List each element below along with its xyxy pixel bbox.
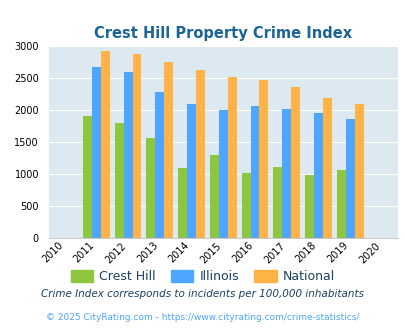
Bar xyxy=(305,175,313,238)
Bar xyxy=(124,72,132,238)
Bar xyxy=(178,168,187,238)
Text: Crime Index corresponds to incidents per 100,000 inhabitants: Crime Index corresponds to incidents per… xyxy=(41,289,364,299)
Bar xyxy=(92,67,100,238)
Bar xyxy=(187,104,196,238)
Bar xyxy=(290,87,299,238)
Bar xyxy=(322,98,331,238)
Bar xyxy=(250,106,259,238)
Title: Crest Hill Property Crime Index: Crest Hill Property Crime Index xyxy=(94,26,352,41)
Text: © 2025 CityRating.com - https://www.cityrating.com/crime-statistics/: © 2025 CityRating.com - https://www.city… xyxy=(46,313,359,322)
Bar xyxy=(227,78,236,238)
Bar xyxy=(259,80,268,238)
Bar xyxy=(132,54,141,238)
Bar xyxy=(345,119,354,238)
Bar xyxy=(155,92,164,238)
Bar xyxy=(273,167,281,238)
Bar xyxy=(196,70,205,238)
Bar xyxy=(218,110,227,238)
Bar xyxy=(209,155,218,238)
Bar xyxy=(313,113,322,238)
Legend: Crest Hill, Illinois, National: Crest Hill, Illinois, National xyxy=(66,265,339,288)
Bar xyxy=(336,170,345,238)
Bar xyxy=(354,104,363,238)
Bar xyxy=(83,116,92,238)
Bar xyxy=(100,51,109,238)
Bar xyxy=(115,123,124,238)
Bar xyxy=(241,173,250,238)
Bar xyxy=(146,138,155,238)
Bar xyxy=(164,62,173,238)
Bar xyxy=(281,109,290,238)
